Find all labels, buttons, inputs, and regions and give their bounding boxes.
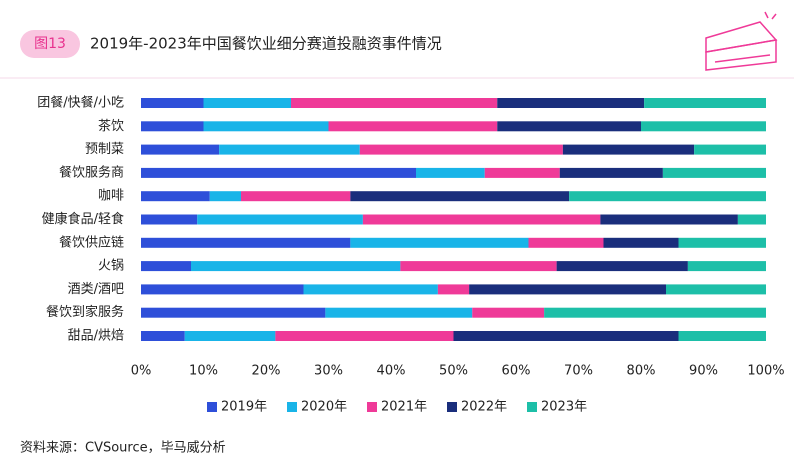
bar-segment <box>141 284 304 295</box>
y-tick-label: 餐饮供应链 <box>59 234 124 250</box>
bar-segment <box>141 144 220 155</box>
x-tick-label: 40% <box>377 364 406 379</box>
y-tick-label: 餐饮服务商 <box>59 164 124 180</box>
x-tick-label: 90% <box>689 364 718 379</box>
bar-segment <box>641 121 766 132</box>
bar-segment <box>562 144 695 155</box>
bar-segment <box>241 191 351 202</box>
x-tick-label: 80% <box>627 364 656 379</box>
bar-segment <box>350 191 570 202</box>
bar-segment <box>484 167 560 178</box>
y-tick-label: 酒类/酒吧 <box>68 282 124 297</box>
bar-segment <box>350 237 529 248</box>
legend-swatch <box>367 402 377 412</box>
bar-segment <box>556 261 688 272</box>
bar-segment <box>416 167 485 178</box>
bar-segment <box>219 144 360 155</box>
y-tick-label: 甜品/烘焙 <box>68 328 124 344</box>
bar-segment <box>662 167 766 178</box>
bar-segment <box>472 307 545 318</box>
decor-icon <box>705 11 778 71</box>
bar-segment <box>687 261 766 272</box>
x-tick-label: 50% <box>439 364 468 379</box>
bar-segment <box>359 144 563 155</box>
x-tick-label: 70% <box>564 364 593 379</box>
legend-swatch <box>207 402 217 412</box>
bar-segment <box>203 98 291 108</box>
x-tick-label: 60% <box>502 364 531 379</box>
bar-segment <box>453 331 679 341</box>
bar-segment <box>291 98 498 108</box>
bar-segment <box>437 284 470 295</box>
bar-segment <box>666 284 766 295</box>
bar-segment <box>275 331 454 341</box>
bar-segment <box>303 284 438 295</box>
y-tick-label: 餐饮到家服务 <box>46 304 124 320</box>
bar-segment <box>141 167 416 178</box>
bar-segment <box>141 121 204 132</box>
legend-swatch <box>447 402 457 412</box>
bar-segment <box>141 237 351 248</box>
source-note: 资料来源：CVSource，毕马威分析 <box>20 441 226 456</box>
chart-title: 2019年-2023年中国餐饮业细分赛道投融资事件情况 <box>90 35 442 53</box>
bar-segment <box>644 98 766 108</box>
bar-segment <box>203 121 329 132</box>
x-tick-label: 0% <box>131 364 152 379</box>
bar-segment <box>600 214 738 225</box>
figure-tag <box>20 30 80 58</box>
bar-segment <box>694 144 766 155</box>
x-tick-label: 10% <box>189 364 218 379</box>
bar-segment <box>141 307 326 318</box>
bar-segment <box>400 261 557 272</box>
figure-label: 图13 <box>34 36 66 52</box>
bar-segment <box>678 237 766 248</box>
legend-label: 2019年 <box>221 400 267 415</box>
bar-segment <box>603 237 679 248</box>
bar-segment <box>328 121 498 132</box>
bar-segment <box>141 98 204 108</box>
bar-segment <box>184 331 276 341</box>
bar-segment <box>191 261 401 272</box>
legend-swatch <box>287 402 297 412</box>
bar-segment <box>569 191 766 202</box>
bar-segment <box>197 214 363 225</box>
bar-segment <box>737 214 766 225</box>
bar-segment <box>141 191 210 202</box>
bar-segment <box>209 191 241 202</box>
legend-label: 2023年 <box>541 400 587 415</box>
bar-segment <box>141 331 185 341</box>
bar-segment <box>141 261 191 272</box>
y-tick-label: 茶饮 <box>98 118 124 134</box>
bar-segment <box>678 331 766 341</box>
legend-label: 2022年 <box>461 400 507 415</box>
bar-segment <box>469 284 666 295</box>
y-tick-label: 团餐/快餐/小吃 <box>37 95 124 111</box>
x-tick-label: 100% <box>747 364 784 379</box>
x-tick-label: 30% <box>314 364 343 379</box>
bar-segment <box>141 214 198 225</box>
bar-segment <box>362 214 601 225</box>
bar-segment <box>497 121 641 132</box>
bar-segment <box>497 98 645 108</box>
x-tick-label: 20% <box>252 364 281 379</box>
y-tick-label: 火锅 <box>98 258 124 274</box>
y-tick-label: 预制菜 <box>85 142 124 157</box>
legend-label: 2020年 <box>301 400 347 415</box>
y-tick-label: 咖啡 <box>98 189 124 204</box>
bar-segment <box>544 307 766 318</box>
legend-label: 2021年 <box>381 400 427 415</box>
y-tick-label: 健康食品/轻食 <box>42 211 124 227</box>
legend-swatch <box>527 402 537 412</box>
bar-segment <box>528 237 604 248</box>
bar-segment <box>325 307 473 318</box>
bar-segment <box>559 167 663 178</box>
